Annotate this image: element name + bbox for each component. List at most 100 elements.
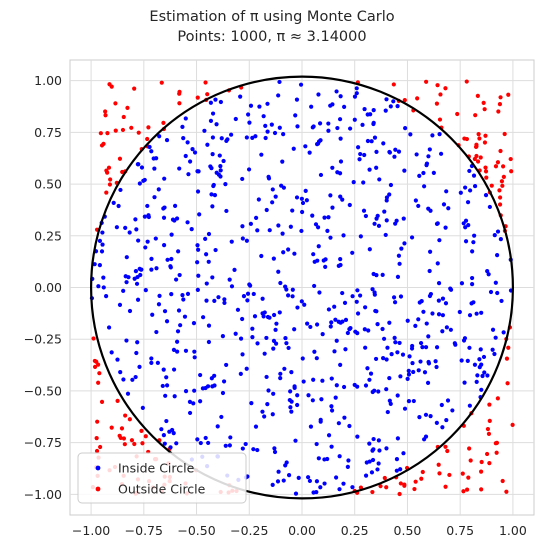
inside-point — [202, 128, 207, 133]
inside-point — [206, 339, 212, 345]
inside-point — [198, 372, 203, 378]
inside-point — [210, 152, 215, 157]
inside-point — [373, 308, 378, 314]
inside-point — [259, 152, 264, 157]
outside-point — [113, 101, 118, 106]
inside-point — [361, 180, 366, 185]
chart-title-line2: Points: 1000, π ≈ 3.14000 — [177, 29, 367, 45]
inside-point — [270, 482, 275, 487]
inside-point — [292, 251, 297, 256]
inside-point — [173, 203, 178, 209]
inside-point — [177, 272, 182, 278]
inside-point — [204, 252, 209, 257]
inside-point — [477, 357, 482, 362]
inside-point — [219, 136, 224, 141]
inside-point — [351, 180, 356, 185]
inside-point — [137, 181, 142, 186]
inside-point — [358, 151, 363, 157]
inside-point — [212, 373, 217, 378]
outside-point — [482, 140, 488, 145]
outside-point — [101, 141, 106, 147]
inside-point — [235, 307, 241, 312]
inside-point — [430, 133, 435, 138]
inside-point — [363, 473, 369, 478]
outside-point — [485, 426, 491, 432]
inside-point — [195, 437, 200, 442]
outside-point — [494, 450, 499, 455]
inside-point — [363, 345, 368, 350]
inside-point — [238, 336, 244, 341]
inside-point — [245, 291, 251, 296]
y-axis-ticks: −1.00 −0.75 −0.50 −0.25 0.00 0.25 0.50 0.75 1.00 — [24, 73, 62, 502]
inside-point — [262, 310, 267, 315]
inside-point — [274, 321, 279, 326]
inside-point — [380, 272, 385, 277]
outside-point — [483, 169, 489, 174]
inside-point — [320, 378, 325, 383]
inside-point — [208, 118, 214, 123]
inside-point — [214, 122, 219, 127]
inside-point — [185, 291, 191, 297]
inside-point — [289, 409, 294, 414]
inside-point — [293, 491, 299, 496]
inside-point — [354, 86, 359, 91]
inside-point — [176, 308, 182, 313]
inside-point — [318, 485, 323, 490]
inside-point — [470, 281, 475, 287]
inside-point — [223, 443, 228, 448]
inside-point — [437, 238, 442, 243]
inside-point — [117, 302, 123, 307]
inside-point — [376, 461, 381, 466]
outside-point — [121, 436, 127, 441]
outside-point — [402, 482, 407, 487]
inside-point — [299, 299, 304, 304]
inside-point — [493, 335, 498, 340]
inside-point — [177, 166, 182, 171]
inside-point — [433, 359, 438, 364]
inside-point — [326, 128, 331, 133]
outside-point — [397, 491, 402, 497]
inside-point — [311, 252, 316, 257]
inside-point — [180, 124, 185, 129]
inside-point — [467, 403, 472, 408]
inside-point — [384, 218, 389, 223]
inside-point — [350, 485, 355, 490]
inside-point — [458, 190, 463, 195]
inside-point — [294, 97, 300, 102]
inside-point — [384, 387, 389, 392]
inside-point — [247, 120, 252, 125]
inside-point — [329, 404, 334, 409]
legend-label: Outside Circle — [118, 482, 206, 497]
inside-point — [133, 217, 138, 222]
outside-point — [464, 136, 470, 142]
inside-point — [326, 121, 331, 126]
inside-point — [198, 440, 203, 446]
outside-point — [132, 86, 137, 91]
inside-point — [163, 393, 168, 398]
outside-point — [413, 479, 418, 484]
inside-point — [402, 241, 407, 246]
inside-point — [375, 322, 380, 327]
inside-point — [329, 408, 335, 413]
inside-point — [312, 283, 317, 289]
inside-point — [174, 441, 179, 446]
inside-point — [363, 213, 368, 219]
inside-point — [501, 330, 506, 335]
inside-point — [446, 206, 451, 211]
inside-point — [178, 323, 183, 328]
inside-point — [156, 187, 161, 192]
inside-point — [264, 374, 269, 380]
inside-point — [162, 205, 167, 210]
inside-point — [423, 434, 429, 439]
inside-point — [211, 183, 216, 189]
inside-point — [209, 166, 214, 171]
inside-point — [355, 288, 360, 293]
inside-point — [292, 384, 297, 389]
inside-point — [392, 335, 397, 340]
inside-point — [400, 352, 406, 357]
inside-point — [270, 412, 275, 417]
inside-point — [383, 232, 388, 238]
inside-point — [313, 222, 319, 227]
inside-point — [377, 448, 382, 453]
inside-point — [287, 397, 292, 403]
